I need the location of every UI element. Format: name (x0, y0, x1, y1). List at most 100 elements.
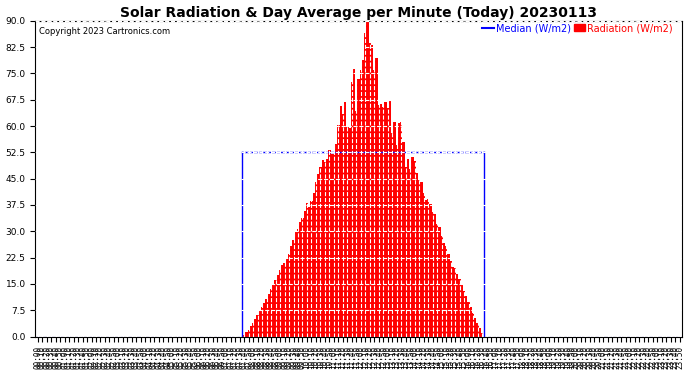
Bar (456, 274, 458, 337)
Bar (398, 123, 400, 337)
Bar (384, 102, 386, 337)
Bar (386, 108, 389, 337)
Bar (375, 58, 377, 337)
Bar (337, 124, 339, 337)
Bar (351, 82, 353, 337)
Bar (268, 294, 270, 337)
Bar (382, 107, 384, 337)
Bar (395, 145, 398, 337)
Bar (357, 79, 359, 337)
Bar (479, 328, 481, 337)
Bar (425, 200, 427, 337)
Bar (326, 159, 328, 337)
Bar (402, 142, 404, 337)
Bar (339, 106, 342, 337)
Bar (293, 240, 295, 337)
Bar (335, 144, 337, 337)
Bar (422, 193, 425, 337)
Bar (377, 105, 380, 337)
Bar (279, 270, 281, 337)
Bar (470, 307, 472, 337)
Bar (481, 333, 483, 337)
Legend: Median (W/m2), Radiation (W/m2): Median (W/m2), Radiation (W/m2) (478, 19, 677, 37)
Bar (313, 192, 315, 337)
Bar (364, 33, 366, 337)
Bar (290, 246, 293, 337)
Bar (452, 267, 454, 337)
Bar (286, 259, 288, 337)
Bar (259, 311, 261, 337)
Bar (263, 303, 266, 337)
Text: Copyright 2023 Cartronics.com: Copyright 2023 Cartronics.com (39, 27, 170, 36)
Bar (270, 289, 272, 337)
Bar (420, 182, 422, 337)
Bar (362, 60, 364, 337)
Bar (245, 333, 248, 337)
Bar (463, 291, 465, 337)
Bar (348, 128, 351, 337)
Bar (366, 21, 368, 337)
Bar (328, 150, 331, 337)
Bar (404, 167, 407, 337)
Bar (461, 285, 463, 337)
Bar (281, 265, 284, 337)
Bar (317, 174, 319, 337)
Bar (243, 335, 245, 337)
Bar (371, 45, 373, 337)
Bar (440, 237, 443, 337)
Bar (304, 211, 306, 337)
Bar (368, 43, 371, 337)
Bar (248, 330, 250, 337)
Bar (454, 268, 456, 337)
Bar (391, 134, 393, 337)
Bar (445, 246, 447, 337)
Bar (333, 154, 335, 337)
Bar (373, 70, 375, 337)
Bar (443, 243, 445, 337)
Bar (331, 154, 333, 337)
Bar (438, 227, 440, 337)
Bar (427, 199, 429, 337)
Bar (353, 69, 355, 337)
Bar (324, 162, 326, 337)
Bar (436, 224, 438, 337)
Bar (355, 111, 357, 337)
Bar (250, 326, 252, 337)
Bar (322, 160, 324, 337)
Bar (389, 101, 391, 337)
Bar (449, 261, 452, 337)
Bar (319, 167, 322, 337)
Bar (284, 263, 286, 337)
Bar (342, 114, 344, 337)
Bar (277, 274, 279, 337)
Bar (254, 319, 257, 337)
Bar (429, 204, 431, 337)
Bar (257, 315, 259, 337)
Bar (308, 207, 310, 337)
Bar (431, 212, 434, 337)
Bar (272, 285, 275, 337)
Bar (472, 313, 474, 337)
Bar (346, 127, 348, 337)
Bar (416, 172, 418, 337)
Bar (299, 222, 302, 337)
Bar (266, 298, 268, 337)
Bar (434, 214, 436, 337)
Bar (306, 203, 308, 337)
Bar (474, 318, 476, 337)
Bar (418, 180, 420, 337)
Bar (400, 123, 402, 337)
Bar (344, 102, 346, 337)
Bar (458, 279, 461, 337)
Bar (288, 254, 290, 337)
Title: Solar Radiation & Day Average per Minute (Today) 20230113: Solar Radiation & Day Average per Minute… (120, 6, 597, 20)
Bar (380, 104, 382, 337)
Bar (252, 323, 254, 337)
Bar (467, 302, 470, 337)
Bar (302, 217, 304, 337)
Bar (476, 323, 479, 337)
Bar (297, 229, 299, 337)
Bar (310, 201, 313, 337)
Bar (295, 232, 297, 337)
Bar (447, 254, 449, 337)
